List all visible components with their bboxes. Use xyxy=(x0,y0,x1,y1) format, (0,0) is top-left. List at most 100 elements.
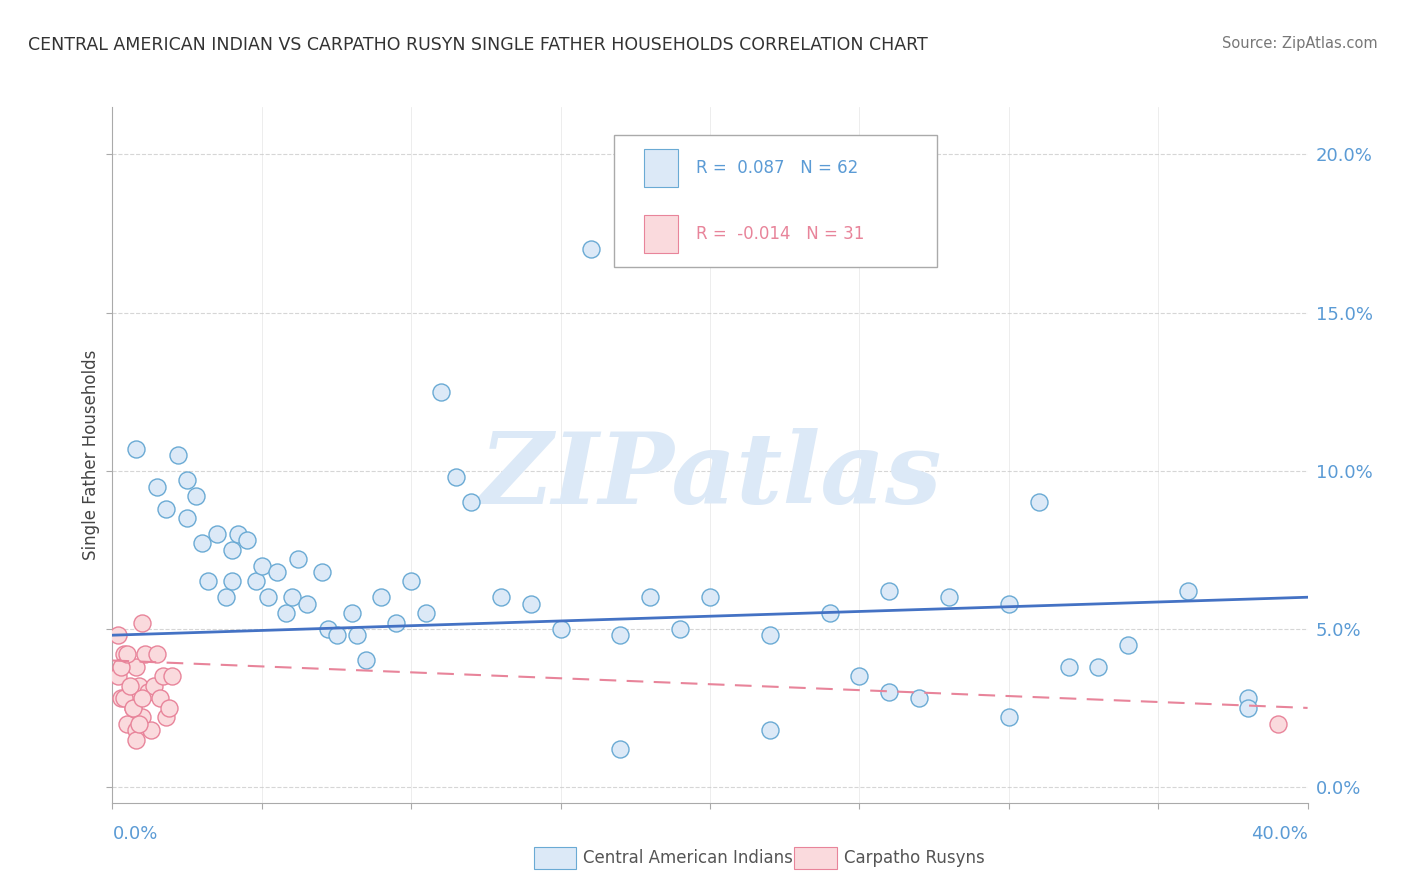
Point xyxy=(146,647,169,661)
Point xyxy=(281,591,304,605)
Point xyxy=(131,710,153,724)
Point xyxy=(938,591,960,605)
Point xyxy=(759,628,782,642)
Point xyxy=(385,615,408,630)
Text: ZIPatlas: ZIPatlas xyxy=(479,427,941,524)
Point xyxy=(226,527,249,541)
Point xyxy=(155,501,177,516)
Point xyxy=(143,679,166,693)
Point xyxy=(609,628,631,642)
Y-axis label: Single Father Households: Single Father Households xyxy=(82,350,100,560)
Text: R =  -0.014   N = 31: R = -0.014 N = 31 xyxy=(696,225,865,243)
Text: CENTRAL AMERICAN INDIAN VS CARPATHO RUSYN SINGLE FATHER HOUSEHOLDS CORRELATION C: CENTRAL AMERICAN INDIAN VS CARPATHO RUSY… xyxy=(28,36,928,54)
Point xyxy=(162,669,183,683)
Point xyxy=(186,489,208,503)
Point xyxy=(149,691,172,706)
Point xyxy=(110,691,132,706)
Text: 40.0%: 40.0% xyxy=(1251,825,1308,843)
Point xyxy=(316,622,339,636)
Point xyxy=(257,591,280,605)
Point xyxy=(128,679,150,693)
Point xyxy=(114,647,135,661)
Point xyxy=(287,552,309,566)
Point xyxy=(134,647,156,661)
Point xyxy=(370,591,392,605)
Point xyxy=(266,565,288,579)
Point xyxy=(250,558,273,573)
Point xyxy=(122,701,145,715)
Point xyxy=(125,723,148,737)
Point xyxy=(1267,716,1289,731)
Point xyxy=(460,495,482,509)
Point xyxy=(638,591,662,605)
Point xyxy=(107,628,129,642)
Point xyxy=(609,742,631,756)
Point xyxy=(1057,660,1080,674)
Point xyxy=(489,591,512,605)
FancyBboxPatch shape xyxy=(614,135,936,267)
Point xyxy=(125,660,148,674)
Point xyxy=(205,527,228,541)
Point xyxy=(444,470,467,484)
Point xyxy=(1028,495,1050,509)
Point xyxy=(155,710,177,724)
Point xyxy=(131,615,153,630)
Point xyxy=(138,685,160,699)
Point xyxy=(120,679,142,693)
Point xyxy=(669,622,692,636)
Point xyxy=(114,691,135,706)
Bar xyxy=(644,149,678,187)
Point xyxy=(167,448,190,462)
Text: R =  0.087   N = 62: R = 0.087 N = 62 xyxy=(696,159,858,177)
Point xyxy=(125,442,148,456)
Point xyxy=(152,669,174,683)
Point xyxy=(550,622,572,636)
Point xyxy=(146,479,169,493)
Point xyxy=(356,653,378,667)
Point xyxy=(141,723,163,737)
Point xyxy=(877,583,901,598)
Point xyxy=(340,606,363,620)
Point xyxy=(877,685,901,699)
Text: Central American Indians: Central American Indians xyxy=(583,849,793,867)
Point xyxy=(1237,701,1260,715)
Point xyxy=(215,591,238,605)
Bar xyxy=(644,215,678,253)
Point xyxy=(236,533,259,548)
Point xyxy=(415,606,437,620)
Point xyxy=(1087,660,1109,674)
Point xyxy=(430,384,453,399)
Point xyxy=(110,660,132,674)
Point xyxy=(125,732,148,747)
Point xyxy=(176,511,198,525)
Point xyxy=(699,591,721,605)
Point xyxy=(346,628,368,642)
Point xyxy=(274,606,297,620)
Text: Carpatho Rusyns: Carpatho Rusyns xyxy=(844,849,984,867)
Point xyxy=(325,628,347,642)
Point xyxy=(908,691,931,706)
Point xyxy=(122,701,145,715)
Point xyxy=(848,669,870,683)
Point xyxy=(818,606,841,620)
Point xyxy=(221,542,243,557)
Point xyxy=(295,597,318,611)
Point xyxy=(579,243,602,257)
Text: Source: ZipAtlas.com: Source: ZipAtlas.com xyxy=(1222,36,1378,51)
Point xyxy=(998,597,1021,611)
Point xyxy=(520,597,543,611)
Point xyxy=(131,691,153,706)
Point xyxy=(1177,583,1199,598)
Text: 0.0%: 0.0% xyxy=(112,825,157,843)
Point xyxy=(311,565,333,579)
Point xyxy=(117,716,139,731)
Point xyxy=(117,647,139,661)
Point xyxy=(197,574,219,589)
Point xyxy=(120,685,142,699)
Point xyxy=(128,716,150,731)
Point xyxy=(1118,638,1140,652)
Point xyxy=(157,701,180,715)
Point xyxy=(998,710,1021,724)
Point xyxy=(401,574,423,589)
Point xyxy=(1237,691,1260,706)
